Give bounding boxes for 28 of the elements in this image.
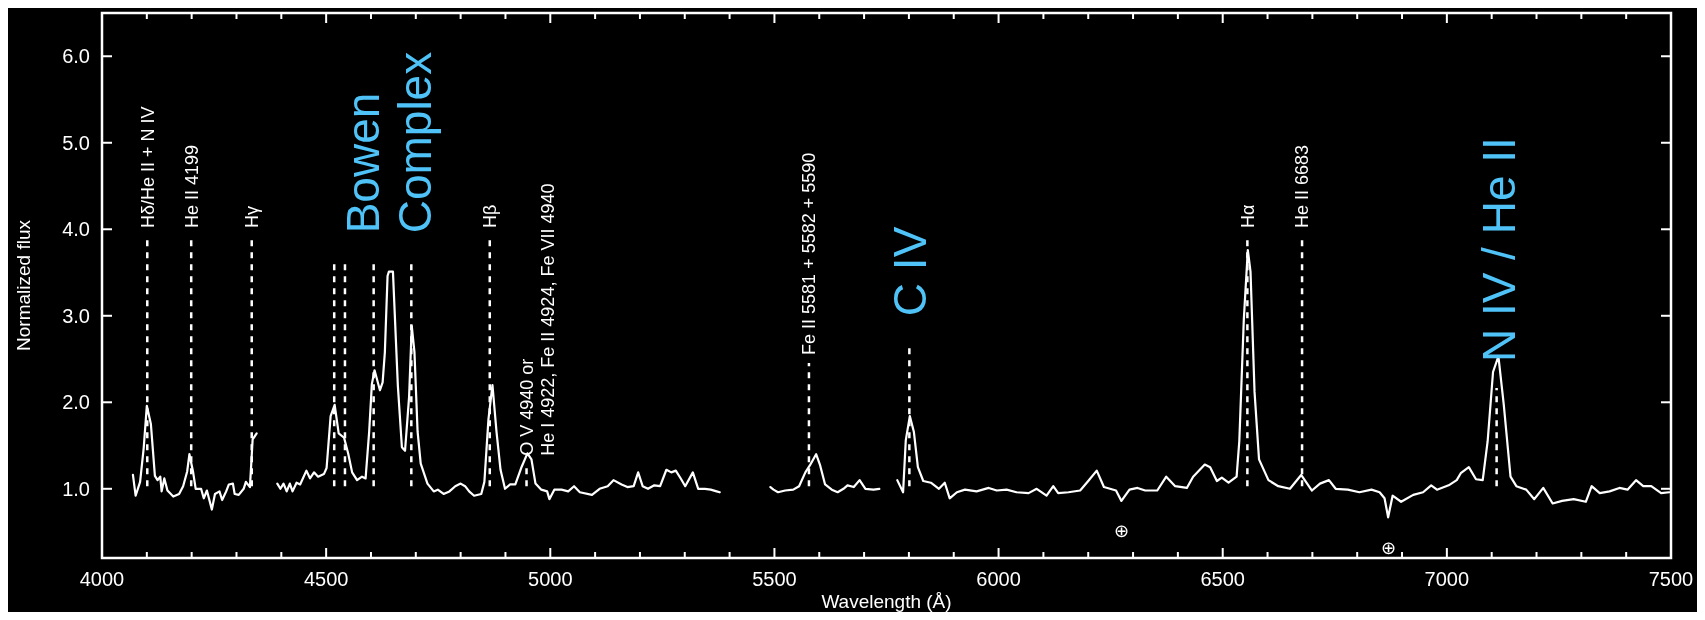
x-tick-label: 4500 bbox=[303, 568, 349, 590]
annotation: N IV / He II bbox=[1472, 137, 1525, 363]
ref-line-label: Hδ/He II + N IV bbox=[137, 106, 158, 228]
x-tick-label: 7000 bbox=[1424, 568, 1470, 590]
x-tick-label: 7500 bbox=[1648, 568, 1694, 590]
y-axis-title: Normalized flux bbox=[13, 219, 34, 351]
x-tick-label: 6500 bbox=[1200, 568, 1245, 590]
ref-line-label: Fe II 5581 + 5582 + 5590 bbox=[799, 152, 820, 355]
annotation: Bowen Complex bbox=[336, 51, 442, 234]
y-tick-label: 3.0 bbox=[62, 304, 90, 327]
ref-line-label: Hγ bbox=[242, 206, 263, 228]
y-tick-label: 5.0 bbox=[62, 131, 90, 154]
annotation: ⊕ bbox=[1113, 521, 1129, 542]
y-tick-label: 6.0 bbox=[62, 45, 90, 68]
ref-line-label: He II 6683 bbox=[1292, 144, 1313, 228]
ref-line-label: Hα bbox=[1237, 204, 1258, 228]
y-tick-label: 2.0 bbox=[62, 391, 90, 414]
x-tick-label: 5000 bbox=[528, 568, 573, 590]
x-tick-label: 4000 bbox=[79, 568, 125, 590]
annotation: C IV bbox=[883, 226, 936, 317]
annotation: ⊕ bbox=[1380, 537, 1396, 558]
x-tick-label: 5500 bbox=[752, 568, 797, 590]
ref-line-label: Hβ bbox=[480, 204, 501, 228]
y-tick-label: 4.0 bbox=[62, 218, 90, 241]
ref-line-label: He II 4199 bbox=[181, 144, 202, 228]
x-tick-label: 6000 bbox=[976, 568, 1021, 590]
x-axis-title: Wavelength (Å) bbox=[821, 591, 952, 612]
y-tick-label: 1.0 bbox=[62, 477, 90, 500]
